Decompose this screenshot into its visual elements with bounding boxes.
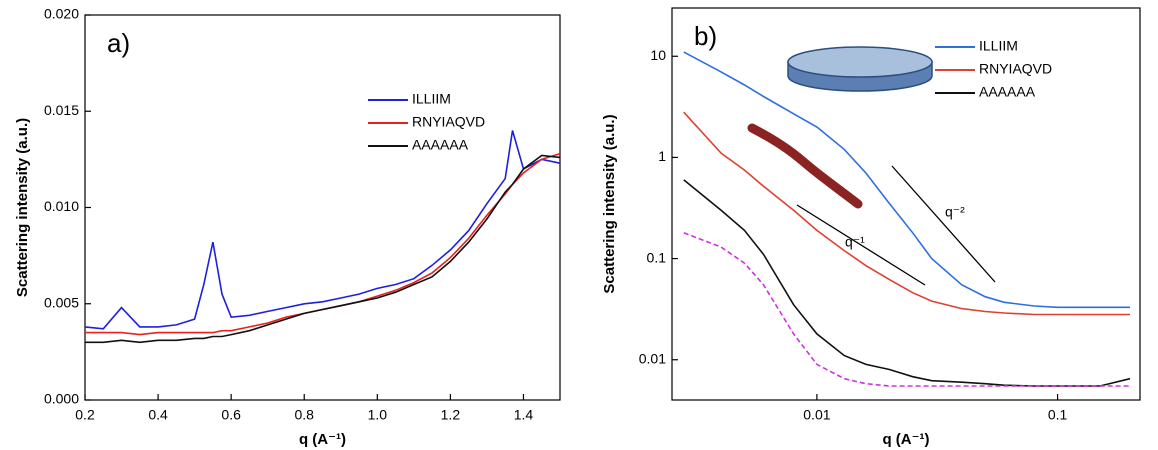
legend-label: ILLIIM <box>412 91 451 107</box>
legend-label: AAAAAA <box>979 84 1036 100</box>
y-tick-label: 0.010 <box>44 198 79 214</box>
y-tick-label: 0.01 <box>639 350 666 366</box>
panel-label: a) <box>107 28 130 58</box>
fibril-illustration <box>747 123 863 209</box>
panel-label: b) <box>694 21 717 51</box>
y-tick-label: 0.000 <box>44 391 79 407</box>
x-tick-label: 0.01 <box>803 407 830 423</box>
x-tick-label: 0.1 <box>1048 407 1068 423</box>
data-line <box>85 152 561 336</box>
x-tick-label: 0.8 <box>294 407 314 423</box>
y-tick-label: 0.1 <box>647 249 667 265</box>
legend-label: AAAAAA <box>412 137 469 153</box>
plot-frame <box>84 14 561 401</box>
x-tick-label: 0.4 <box>148 407 168 423</box>
slope-guide <box>796 204 926 286</box>
data-line <box>683 179 1131 387</box>
plot-frame <box>671 7 1141 401</box>
y-tick-label: 0.020 <box>44 6 79 22</box>
y-tick-label: 10 <box>650 47 666 63</box>
y-axis-label: Scattering intensity (a.u.) <box>601 114 618 293</box>
x-axis-label: q (A⁻¹) <box>299 431 346 448</box>
x-tick-label: 0.2 <box>75 407 95 423</box>
y-axis-label: Scattering intensity (a.u.) <box>14 118 31 297</box>
legend-label: ILLIIM <box>979 38 1018 54</box>
y-tick-label: 1 <box>658 148 666 164</box>
disk-illustration <box>787 46 933 92</box>
data-line <box>683 51 1130 309</box>
data-line <box>683 232 1130 387</box>
legend-label: RNYIAQVD <box>979 61 1052 77</box>
data-line <box>84 130 561 330</box>
x-tick-label: 1.0 <box>368 407 388 423</box>
x-axis-label: q (A⁻¹) <box>882 431 929 448</box>
x-tick-label: 0.6 <box>221 407 241 423</box>
legend-label: RNYIAQVD <box>412 114 485 130</box>
annotation: q⁻² <box>945 204 965 220</box>
data-line <box>85 154 561 344</box>
y-tick-label: 0.015 <box>44 102 79 118</box>
x-tick-label: 1.2 <box>441 407 461 423</box>
annotation: q⁻¹ <box>845 234 865 250</box>
y-tick-label: 0.005 <box>44 294 79 310</box>
data-line <box>683 111 1130 316</box>
x-tick-label: 1.4 <box>514 407 534 423</box>
slope-guide <box>891 165 996 283</box>
